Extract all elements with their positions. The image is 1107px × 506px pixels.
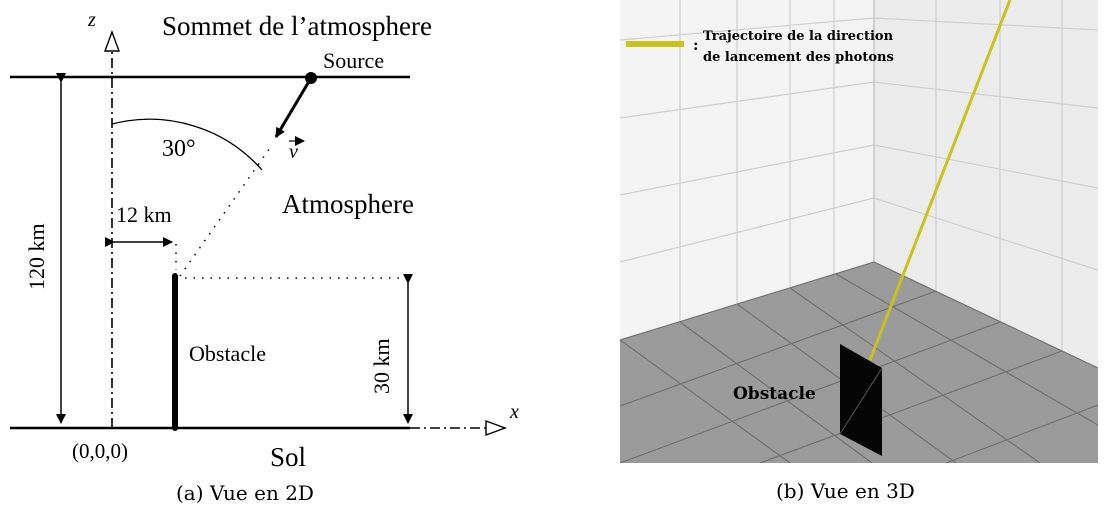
- origin-label: (0,0,0): [72, 439, 128, 463]
- x-axis-label: x: [509, 401, 519, 423]
- obstacle-height-label: 30 km: [369, 338, 394, 394]
- vector-label: v: [289, 141, 298, 163]
- legend-colon: :: [693, 36, 699, 54]
- panel-2d: Sommet de l’atmosphere Source v 30° Atmo…: [10, 9, 519, 505]
- caption-3d: (b) Vue en 3D: [776, 479, 915, 503]
- obstacle-3d-label: Obstacle: [733, 384, 816, 404]
- distance-label: 12 km: [116, 202, 172, 227]
- caption-2d: (a) Vue en 2D: [176, 481, 314, 505]
- source-label: Source: [323, 48, 384, 73]
- obstacle-edge: [839, 367, 883, 435]
- panel-3d: Obstacle : Trajectoire de la direction d…: [620, 0, 1098, 503]
- legend-line-2: de lancement des photons: [703, 50, 894, 65]
- wall-grid: [620, 0, 1098, 351]
- obstacle-label: Obstacle: [189, 341, 266, 366]
- angle-arc: [111, 118, 263, 171]
- obstacle-3d: [840, 344, 882, 456]
- top-label: Sommet de l’atmosphere: [162, 11, 432, 41]
- atmosphere-label: Atmosphere: [282, 189, 414, 219]
- legend-swatch: [626, 41, 684, 47]
- wall-right: [874, 0, 1098, 368]
- z-axis-label: z: [87, 9, 96, 31]
- legend-line-1: Trajectoire de la direction: [703, 29, 894, 44]
- angle-label: 30°: [162, 136, 196, 162]
- floor-grid: [620, 261, 1098, 463]
- vector-label-group: v: [289, 136, 305, 163]
- direction-vector: [274, 77, 313, 138]
- ground-label: Sol: [270, 442, 306, 472]
- photon-trajectory: [868, 0, 1012, 361]
- ray-dotted-line: [179, 144, 273, 277]
- height-label: 120 km: [24, 223, 49, 290]
